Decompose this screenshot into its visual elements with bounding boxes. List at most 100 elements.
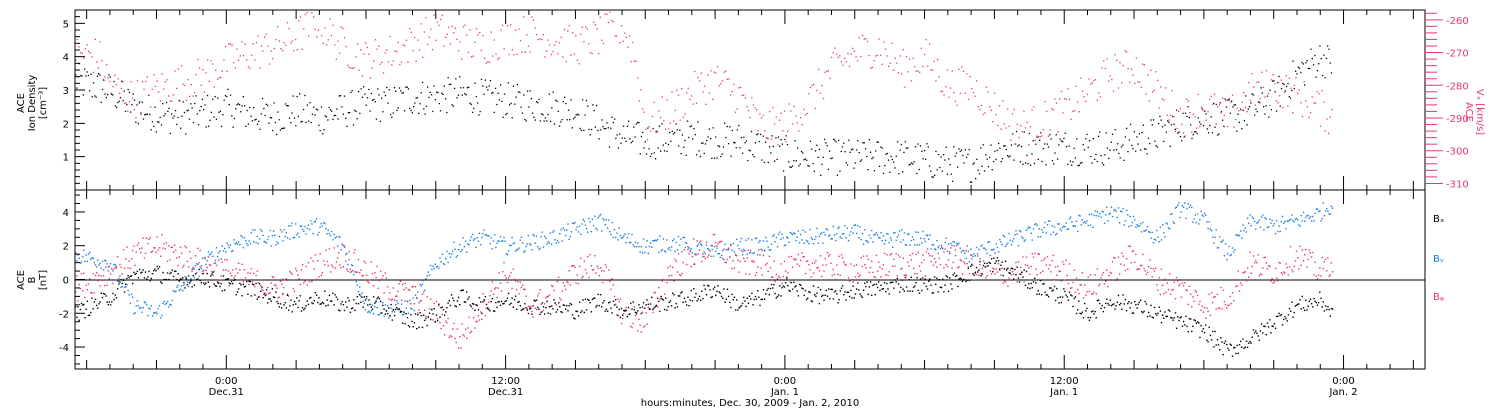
vx-point: [946, 69, 948, 71]
bz-point: [832, 268, 834, 271]
density-point: [1108, 157, 1110, 159]
density-point: [890, 155, 892, 158]
bx-point: [988, 261, 990, 264]
bx-point: [686, 304, 688, 306]
by-point: [987, 241, 989, 243]
vx-point: [909, 58, 911, 60]
bz-point: [1194, 289, 1196, 292]
bz-point: [818, 270, 821, 272]
bz-point: [123, 267, 126, 269]
density-point: [414, 102, 416, 104]
density-point: [160, 124, 163, 126]
bx-point: [438, 303, 440, 305]
bz-point: [450, 335, 453, 338]
vx-point: [281, 49, 284, 52]
by-point: [972, 255, 974, 258]
bz-point: [207, 256, 210, 258]
by-point: [1205, 214, 1207, 217]
by-point: [204, 257, 206, 259]
by-point: [135, 305, 137, 307]
vx-point: [1150, 69, 1152, 71]
by-point: [284, 235, 286, 238]
bx-point: [214, 285, 217, 287]
bz-point: [1124, 269, 1127, 272]
by-point: [1036, 224, 1038, 226]
density-point: [1178, 131, 1180, 133]
bz-point: [894, 265, 896, 267]
bz-point: [1316, 278, 1319, 280]
density-point: [954, 155, 956, 157]
by-point: [185, 276, 187, 278]
bx-point: [345, 301, 347, 303]
bx-point: [523, 308, 525, 310]
by-point: [1044, 221, 1046, 224]
bx-point: [1065, 294, 1067, 296]
density-point: [174, 110, 177, 112]
vx-point: [1243, 91, 1245, 94]
bz-point: [1182, 285, 1185, 287]
by-point: [715, 250, 717, 252]
density-point: [551, 107, 553, 109]
vx-point: [117, 78, 119, 80]
bz-point: [835, 278, 837, 280]
bz-point: [974, 272, 976, 275]
vx-point: [180, 65, 183, 67]
bz-point: [403, 288, 405, 291]
bz-point: [161, 234, 163, 236]
density-point: [1036, 136, 1038, 138]
density-point: [832, 138, 835, 140]
vx-point: [325, 44, 328, 46]
density-point: [845, 162, 847, 164]
by-point: [310, 220, 312, 222]
density-point: [1237, 113, 1239, 115]
by-point: [172, 289, 175, 292]
bz-point: [1073, 269, 1075, 271]
density-point: [881, 147, 883, 149]
vx-point: [407, 61, 409, 63]
bx-point: [826, 295, 829, 297]
bz-point: [810, 276, 812, 278]
density-point: [397, 107, 399, 109]
bz-point: [342, 266, 345, 268]
bz-point: [1096, 268, 1099, 270]
bz-point: [430, 298, 432, 300]
vx-point: [1121, 82, 1123, 84]
bx-point: [1047, 296, 1050, 298]
density-point: [857, 140, 859, 142]
density-point: [795, 160, 797, 162]
vx-point: [961, 66, 963, 68]
by-point: [555, 242, 557, 244]
bz-point: [875, 254, 878, 257]
bx-point: [663, 308, 666, 311]
bz-point: [527, 305, 530, 307]
density-point: [1168, 121, 1170, 124]
bz-point: [1291, 269, 1293, 271]
by-point: [1291, 214, 1293, 216]
bz-point: [603, 270, 605, 272]
by-point: [1294, 218, 1297, 221]
bz-point: [804, 272, 807, 275]
bx-point: [837, 302, 839, 304]
vx-point: [1024, 127, 1027, 129]
density-point: [188, 118, 191, 120]
by-point: [334, 237, 336, 239]
by-point: [488, 235, 490, 237]
density-point: [945, 146, 947, 148]
bx-point: [961, 280, 964, 282]
bz-point: [1138, 268, 1141, 270]
by-point: [1206, 221, 1208, 223]
by-point: [1286, 220, 1288, 222]
bx-point: [200, 282, 203, 284]
bx-point: [1187, 331, 1189, 333]
density-point: [89, 90, 91, 92]
by-point: [570, 231, 573, 233]
bz-point: [324, 263, 326, 266]
density-point: [967, 153, 969, 156]
bz-point: [1075, 277, 1078, 279]
bx-point: [217, 282, 219, 284]
bx-point: [980, 275, 982, 277]
bz-point: [1207, 310, 1209, 312]
bz-point: [588, 276, 590, 279]
by-point: [923, 237, 925, 240]
bz-point: [681, 272, 683, 275]
